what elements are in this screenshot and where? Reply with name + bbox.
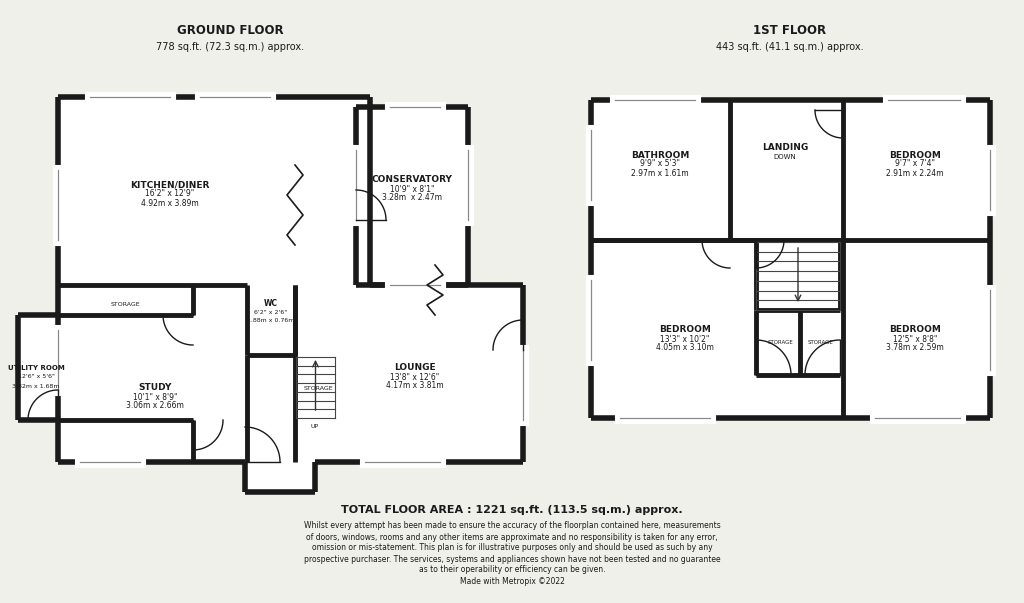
Text: LANDING: LANDING [762, 144, 808, 153]
Text: STORAGE: STORAGE [303, 385, 333, 391]
Text: 4.05m x 3.10m: 4.05m x 3.10m [656, 344, 714, 353]
Text: 443 sq.ft. (41.1 sq.m.) approx.: 443 sq.ft. (41.1 sq.m.) approx. [716, 42, 864, 52]
Polygon shape [356, 107, 468, 285]
Polygon shape [245, 462, 315, 492]
Text: 6'2" x 2'6": 6'2" x 2'6" [254, 309, 288, 315]
Text: STUDY: STUDY [138, 384, 172, 393]
Text: BEDROOM: BEDROOM [889, 326, 941, 335]
Polygon shape [18, 315, 58, 420]
Text: 9'9" x 5'3": 9'9" x 5'3" [640, 160, 680, 168]
Text: 13'3" x 10'2": 13'3" x 10'2" [660, 335, 710, 344]
Text: 12'6" x 5'6": 12'6" x 5'6" [17, 374, 54, 379]
Text: of doors, windows, rooms and any other items are approximate and no responsibili: of doors, windows, rooms and any other i… [306, 532, 718, 541]
Text: 778 sq.ft. (72.3 sq.m.) approx.: 778 sq.ft. (72.3 sq.m.) approx. [156, 42, 304, 52]
Text: GROUND FLOOR: GROUND FLOOR [177, 24, 284, 37]
Text: 4.17m x 3.81m: 4.17m x 3.81m [386, 382, 443, 391]
Text: CONSERVATORY: CONSERVATORY [372, 175, 453, 185]
Polygon shape [58, 97, 370, 285]
Text: 12'5" x 8'8": 12'5" x 8'8" [893, 335, 937, 344]
Text: 3.28m  x 2.47m: 3.28m x 2.47m [382, 194, 442, 203]
Text: BEDROOM: BEDROOM [659, 326, 711, 335]
Text: Whilst every attempt has been made to ensure the accuracy of the floorplan conta: Whilst every attempt has been made to en… [304, 522, 720, 531]
Text: 3.78m x 2.59m: 3.78m x 2.59m [886, 344, 944, 353]
Text: KITCHEN/DINER: KITCHEN/DINER [130, 180, 210, 189]
Polygon shape [591, 100, 990, 418]
Text: BATHROOM: BATHROOM [631, 151, 689, 160]
Text: WC: WC [264, 298, 278, 308]
Text: Made with Metropix ©2022: Made with Metropix ©2022 [460, 576, 564, 586]
Text: 2.91m x 2.24m: 2.91m x 2.24m [886, 168, 944, 177]
Text: omission or mis-statement. This plan is for illustrative purposes only and shoul: omission or mis-statement. This plan is … [311, 543, 713, 552]
Text: 4.92m x 3.89m: 4.92m x 3.89m [141, 198, 199, 207]
Text: TOTAL FLOOR AREA : 1221 sq.ft. (113.5 sq.m.) approx.: TOTAL FLOOR AREA : 1221 sq.ft. (113.5 sq… [341, 505, 683, 515]
Text: STORAGE: STORAGE [111, 303, 140, 308]
Text: 13'8" x 12'6": 13'8" x 12'6" [390, 373, 439, 382]
Text: 10'1" x 8'9": 10'1" x 8'9" [133, 393, 177, 402]
Text: 1.88m x 0.76m: 1.88m x 0.76m [248, 318, 295, 323]
Text: STORAGE: STORAGE [767, 339, 793, 344]
Text: 2.97m x 1.61m: 2.97m x 1.61m [631, 168, 689, 177]
Text: LOUNGE: LOUNGE [394, 364, 436, 373]
Text: prospective purchaser. The services, systems and appliances shown have not been : prospective purchaser. The services, sys… [304, 555, 720, 563]
Text: 10'9" x 8'1": 10'9" x 8'1" [390, 185, 434, 194]
Text: STORAGE: STORAGE [807, 339, 833, 344]
Text: 9'7" x 7'4": 9'7" x 7'4" [895, 160, 935, 168]
Text: UTILITY ROOM: UTILITY ROOM [7, 365, 65, 371]
Polygon shape [58, 285, 523, 462]
Text: 3.82m x 1.68m: 3.82m x 1.68m [12, 384, 59, 388]
Text: DOWN: DOWN [773, 154, 797, 160]
Text: 3.06m x 2.66m: 3.06m x 2.66m [126, 402, 184, 411]
Text: 16'2" x 12'9": 16'2" x 12'9" [145, 189, 195, 198]
Text: BEDROOM: BEDROOM [889, 151, 941, 160]
Text: 1ST FLOOR: 1ST FLOOR [754, 24, 826, 37]
Text: as to their operability or efficiency can be given.: as to their operability or efficiency ca… [419, 566, 605, 575]
Text: UP: UP [311, 425, 319, 429]
